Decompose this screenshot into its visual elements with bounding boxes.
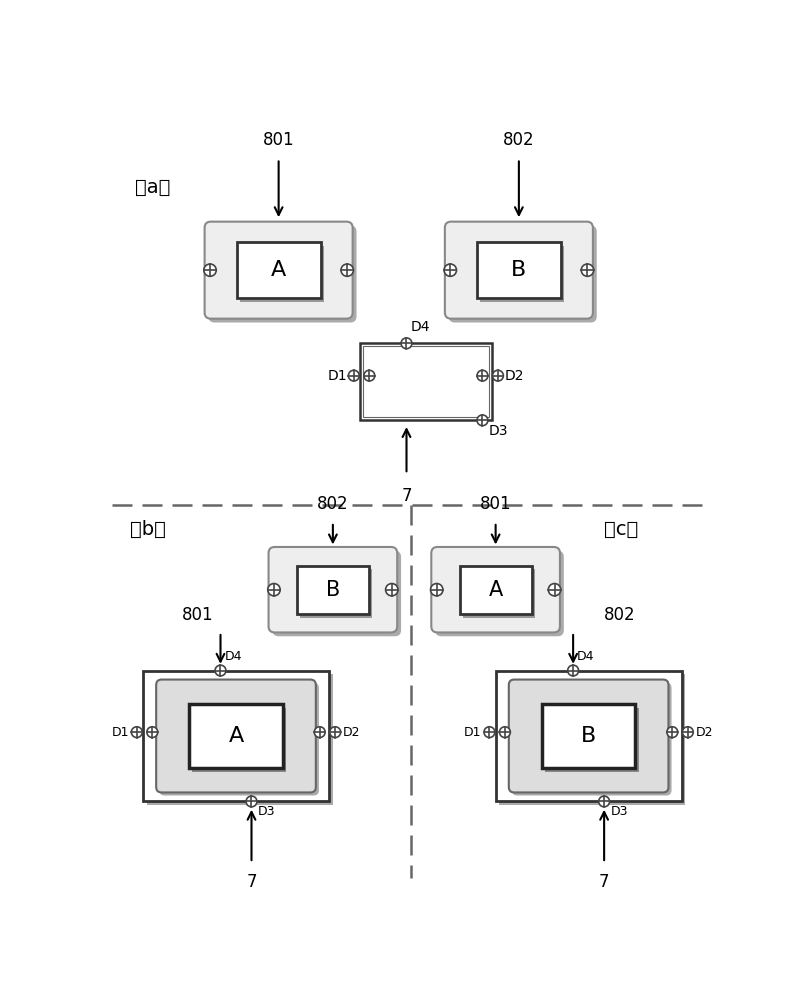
Text: D4: D4 xyxy=(410,320,429,334)
Circle shape xyxy=(385,584,398,596)
Circle shape xyxy=(430,584,443,596)
Circle shape xyxy=(348,370,358,381)
Circle shape xyxy=(330,727,340,738)
FancyBboxPatch shape xyxy=(448,225,596,323)
Bar xyxy=(239,246,323,302)
Text: D2: D2 xyxy=(504,369,523,383)
Text: B: B xyxy=(326,580,339,600)
FancyBboxPatch shape xyxy=(444,222,592,319)
Text: B: B xyxy=(581,726,596,746)
Bar xyxy=(462,569,534,618)
Text: B: B xyxy=(511,260,526,280)
Text: D4: D4 xyxy=(224,650,241,663)
Text: D3: D3 xyxy=(610,805,627,818)
Bar xyxy=(300,569,371,618)
Text: D1: D1 xyxy=(327,369,347,383)
Circle shape xyxy=(567,665,577,676)
Bar xyxy=(147,674,333,805)
Text: D2: D2 xyxy=(342,726,360,739)
Circle shape xyxy=(682,727,692,738)
Bar xyxy=(189,704,282,768)
Circle shape xyxy=(444,264,456,276)
Text: D2: D2 xyxy=(695,726,712,739)
Bar xyxy=(237,242,320,298)
Circle shape xyxy=(215,665,225,676)
Text: 802: 802 xyxy=(317,495,348,513)
Text: 7: 7 xyxy=(401,487,411,505)
Circle shape xyxy=(341,264,353,276)
Text: 801: 801 xyxy=(480,495,511,513)
Text: A: A xyxy=(228,726,243,746)
Circle shape xyxy=(363,370,375,381)
Text: 7: 7 xyxy=(598,873,609,891)
Text: （c）: （c） xyxy=(603,520,638,539)
FancyBboxPatch shape xyxy=(156,680,315,792)
Circle shape xyxy=(666,727,677,738)
Bar xyxy=(541,704,634,768)
Bar xyxy=(459,566,531,614)
Circle shape xyxy=(598,796,609,807)
Circle shape xyxy=(267,584,280,596)
Text: 802: 802 xyxy=(603,606,634,624)
Bar xyxy=(297,566,368,614)
Text: D1: D1 xyxy=(464,726,481,739)
Bar xyxy=(143,671,329,801)
Text: D4: D4 xyxy=(577,650,593,663)
FancyBboxPatch shape xyxy=(435,551,563,636)
Circle shape xyxy=(499,727,510,738)
Text: （a）: （a） xyxy=(135,178,170,197)
Text: D1: D1 xyxy=(111,726,129,739)
FancyBboxPatch shape xyxy=(511,683,670,796)
Circle shape xyxy=(147,727,157,738)
Bar xyxy=(499,674,685,805)
FancyBboxPatch shape xyxy=(268,547,397,632)
Text: 802: 802 xyxy=(502,131,534,149)
Bar xyxy=(545,708,638,772)
Text: 7: 7 xyxy=(246,873,257,891)
Circle shape xyxy=(548,584,560,596)
Circle shape xyxy=(314,727,325,738)
Circle shape xyxy=(581,264,593,276)
Text: D3: D3 xyxy=(488,424,508,438)
Text: （b）: （b） xyxy=(130,520,165,539)
Circle shape xyxy=(245,796,257,807)
Text: 801: 801 xyxy=(181,606,213,624)
Circle shape xyxy=(400,338,411,349)
Circle shape xyxy=(484,727,494,738)
Text: 801: 801 xyxy=(262,131,294,149)
FancyBboxPatch shape xyxy=(205,222,352,319)
FancyBboxPatch shape xyxy=(508,680,667,792)
Circle shape xyxy=(476,370,488,381)
Bar xyxy=(480,246,563,302)
Circle shape xyxy=(492,370,503,381)
Bar xyxy=(192,708,286,772)
FancyBboxPatch shape xyxy=(431,547,559,632)
FancyBboxPatch shape xyxy=(92,112,730,898)
Bar xyxy=(363,346,488,417)
Text: D3: D3 xyxy=(257,805,275,818)
Circle shape xyxy=(132,727,142,738)
Text: A: A xyxy=(270,260,286,280)
FancyBboxPatch shape xyxy=(209,225,356,323)
Circle shape xyxy=(204,264,216,276)
FancyBboxPatch shape xyxy=(272,551,400,636)
Bar xyxy=(359,343,491,420)
FancyBboxPatch shape xyxy=(159,683,318,796)
Bar xyxy=(495,671,681,801)
Bar xyxy=(476,242,561,298)
Circle shape xyxy=(476,415,488,426)
Text: A: A xyxy=(488,580,502,600)
